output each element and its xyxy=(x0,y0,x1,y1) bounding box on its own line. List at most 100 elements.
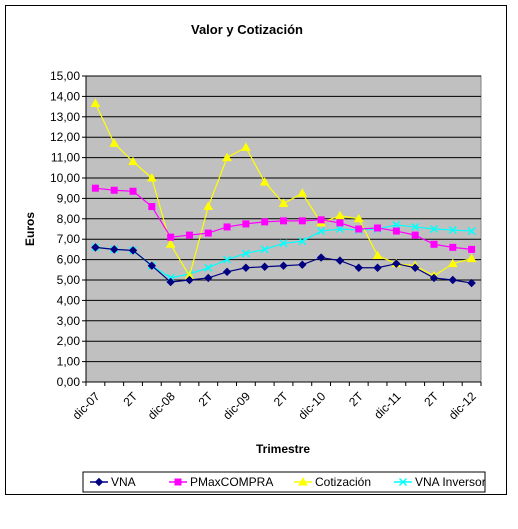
data-point xyxy=(467,278,476,288)
x-tick-label: 2T xyxy=(196,389,216,409)
data-point xyxy=(222,267,232,277)
y-tick-label: 2,00 xyxy=(57,334,81,348)
y-tick-label: 10,00 xyxy=(50,171,80,185)
series-vna xyxy=(91,243,476,288)
data-point xyxy=(298,260,307,269)
data-point xyxy=(392,259,401,268)
y-tick-label: 4,00 xyxy=(57,293,81,307)
x-tick-label: dic-08 xyxy=(145,389,178,422)
data-point xyxy=(278,198,289,207)
legend-label: VNA Inversor xyxy=(415,475,486,489)
y-tick-label: 5,00 xyxy=(57,273,81,287)
legend-marker xyxy=(398,477,408,487)
x-tick-label: 2T xyxy=(120,389,140,409)
data-point xyxy=(335,256,345,265)
x-axis-tick-labels: dic-07 2T dic-08 2T dic-09 2T dic-10 2T dic-11 2T… xyxy=(70,382,482,422)
data-point xyxy=(167,233,175,241)
data-point xyxy=(279,261,288,270)
data-point xyxy=(430,240,438,248)
data-point xyxy=(166,277,175,287)
legend-marker xyxy=(174,478,182,486)
y-tick-label: 3,00 xyxy=(57,314,81,328)
x-tick-label: dic-12 xyxy=(446,389,479,422)
data-point xyxy=(128,246,138,255)
legend-label: VNA xyxy=(111,475,136,489)
legend-entry: Cotización xyxy=(294,475,371,489)
data-point xyxy=(279,239,288,248)
legend-entry: VNA xyxy=(90,475,136,489)
data-point xyxy=(468,245,476,253)
data-point xyxy=(147,261,157,270)
x-tick-label: 2T xyxy=(346,389,366,409)
chart-frame: Valor y Cotización 0,00 1,00 2,00 3,00 4,00 5… xyxy=(5,5,507,495)
y-tick-label: 12,00 xyxy=(50,130,80,144)
data-point xyxy=(165,239,176,248)
data-point xyxy=(410,263,420,272)
y-tick-label: 0,00 xyxy=(57,375,81,389)
data-point xyxy=(146,172,157,182)
data-point xyxy=(185,231,193,239)
data-point xyxy=(448,275,457,285)
x-tick-label: dic-07 xyxy=(70,389,103,422)
data-point xyxy=(373,263,382,272)
data-point xyxy=(466,253,477,263)
legend-marker xyxy=(94,477,104,487)
data-point xyxy=(447,258,458,268)
y-tick-label: 9,00 xyxy=(57,191,81,205)
data-point xyxy=(392,227,400,235)
y-tick-label: 13,00 xyxy=(50,110,80,124)
legend-label: Cotización xyxy=(315,475,371,489)
y-tick-label: 11,00 xyxy=(51,151,80,165)
data-point xyxy=(223,223,231,231)
data-point xyxy=(203,201,214,211)
data-point xyxy=(241,142,251,151)
data-point xyxy=(317,227,326,236)
data-point xyxy=(185,275,194,285)
series-pmaxcompra xyxy=(91,184,476,253)
line-chart: Valor y Cotización 0,00 1,00 2,00 3,00 4,00 5… xyxy=(23,22,486,493)
data-point xyxy=(204,229,212,237)
y-axis-tick-labels: 0,00 1,00 2,00 3,00 4,00 5,00 6,00 7,00 8,00 9,00… xyxy=(50,69,80,389)
data-point xyxy=(260,262,269,271)
y-tick-label: 7,00 xyxy=(57,232,81,246)
data-point xyxy=(335,210,345,220)
data-point xyxy=(204,273,213,283)
plot-area xyxy=(85,75,482,383)
data-point xyxy=(449,243,457,251)
data-point xyxy=(91,184,99,192)
data-point xyxy=(355,225,363,233)
data-point xyxy=(298,237,307,246)
data-point xyxy=(110,245,119,254)
data-point xyxy=(298,217,306,225)
y-axis-label: Euros xyxy=(23,212,37,246)
legend-entry: VNA Inversor xyxy=(394,475,486,489)
data-point xyxy=(109,138,120,147)
data-point xyxy=(467,227,476,236)
data-point xyxy=(280,217,287,225)
data-point xyxy=(223,255,232,264)
chart-title: Valor y Cotización xyxy=(191,22,303,37)
data-point xyxy=(429,273,439,283)
x-tick-label: dic-10 xyxy=(295,389,328,422)
legend-label: PMaxCOMPRA xyxy=(190,475,273,489)
data-point xyxy=(241,249,250,258)
data-point xyxy=(129,187,137,195)
data-point xyxy=(354,263,363,272)
legend: VNA PMaxCOMPRA Cotización VNA Inversor xyxy=(90,475,486,489)
data-point xyxy=(374,224,382,232)
data-point xyxy=(242,220,250,228)
x-tick-label: 2T xyxy=(271,389,291,409)
y-tick-label: 8,00 xyxy=(57,212,81,226)
data-point xyxy=(411,222,420,231)
x-tick-label: dic-09 xyxy=(220,389,253,422)
data-point xyxy=(90,98,101,108)
legend-marker xyxy=(298,476,308,486)
legend-box xyxy=(82,471,486,493)
data-point xyxy=(148,203,156,211)
legend-entry: PMaxCOMPRA xyxy=(169,475,273,489)
gridlines xyxy=(82,75,481,383)
x-axis-label: Trimestre xyxy=(256,442,310,456)
data-point xyxy=(411,231,419,239)
data-point xyxy=(429,224,439,234)
x-tick-label: dic-11 xyxy=(371,389,404,422)
